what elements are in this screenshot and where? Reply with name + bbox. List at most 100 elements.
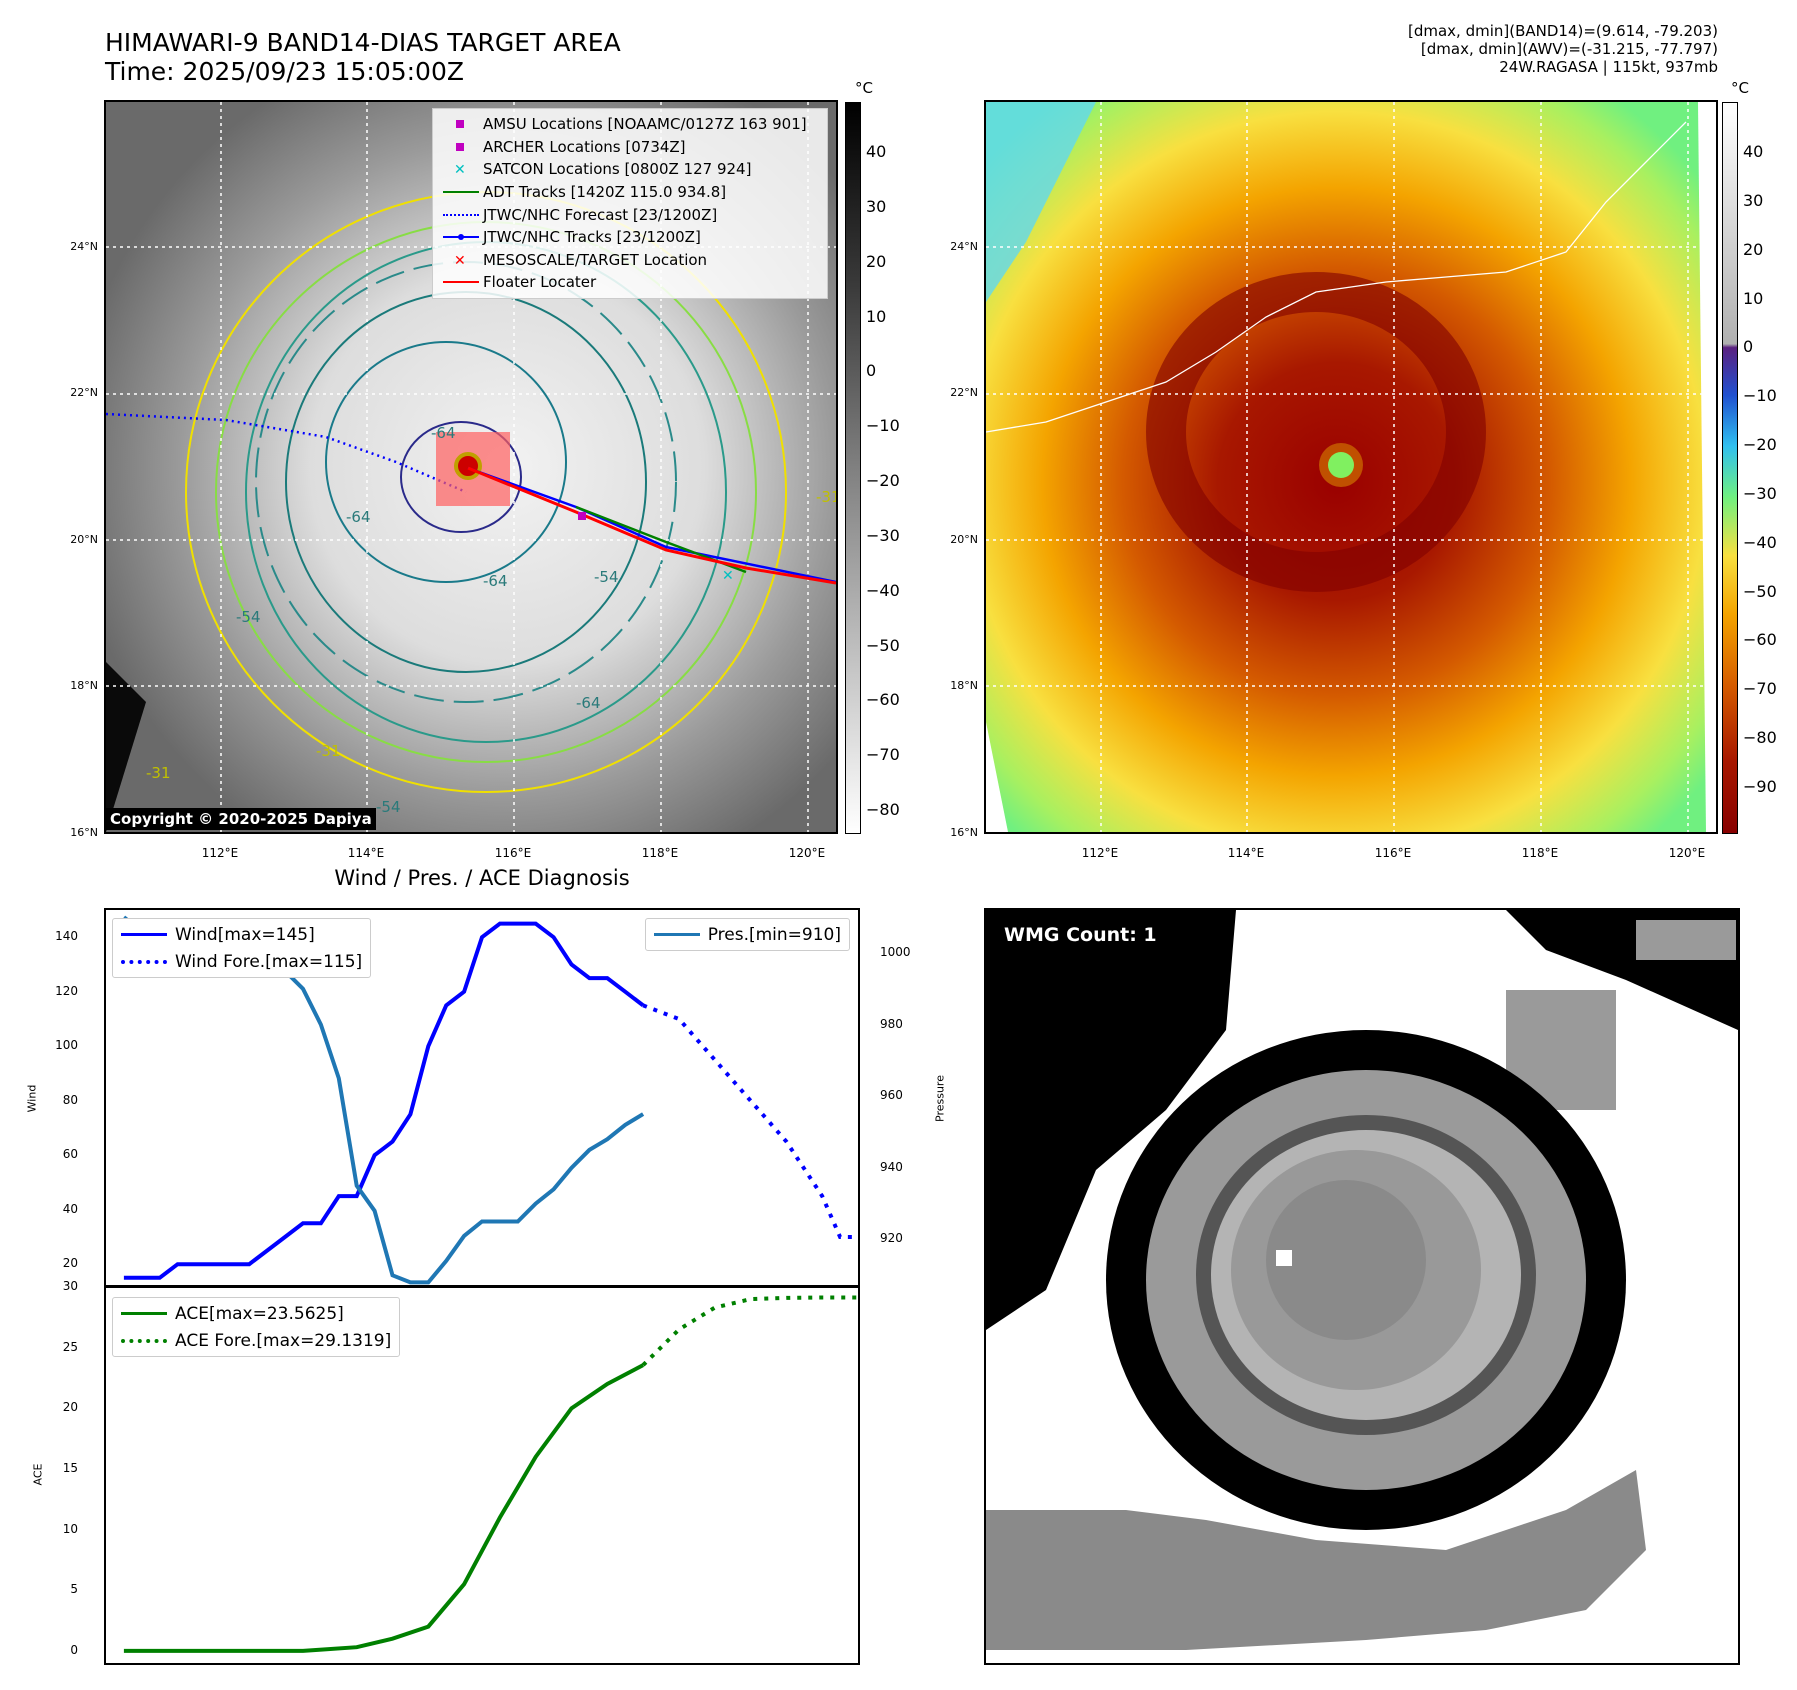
dotted-line-icon	[439, 204, 483, 226]
panel1-title: HIMAWARI-9 BAND14-DIAS TARGET AREA Time:…	[105, 28, 621, 86]
legend-label: Wind Fore.[max=115]	[175, 951, 363, 972]
contour-label: -64	[431, 424, 456, 442]
wind-tick-label: 120	[55, 983, 78, 998]
pressure-tick-label: 920	[880, 1231, 903, 1246]
chart-title: Wind / Pres. / ACE Diagnosis	[334, 866, 630, 890]
lat-label: 16°N	[950, 826, 978, 839]
legend-row-satcon: ✕ SATCON Locations [0800Z 127 924]	[439, 158, 821, 181]
pressure-legend: Pres.[min=910]	[644, 918, 850, 951]
legend-label: AMSU Locations [NOAAMC/0127Z 163 901]	[483, 115, 807, 134]
line-icon	[439, 181, 483, 203]
legend-label: Floater Locater	[483, 273, 597, 292]
info-line3: 24W.RAGASA | 115kt, 937mb	[1499, 58, 1718, 76]
wind-tick-label: 20	[62, 1256, 78, 1271]
line-icon	[121, 1312, 167, 1315]
legend-item-pressure: Pres.[min=910]	[653, 921, 841, 948]
pressure-tick-label: 1000	[880, 944, 911, 959]
wind-axis-label: Wind	[25, 1084, 39, 1113]
colorbar-tick-label: 0	[866, 361, 877, 381]
legend-row-archer: ARCHER Locations [0734Z]	[439, 136, 821, 159]
lat-label: 20°N	[950, 533, 978, 546]
legend-label: ADT Tracks [1420Z 115.0 934.8]	[483, 183, 727, 202]
lat-label: 18°N	[70, 679, 98, 692]
colorbar-tick-label: −40	[866, 580, 900, 600]
contour-label: -64	[483, 572, 508, 590]
legend-label: MESOSCALE/TARGET Location	[483, 250, 708, 269]
lon-label: 116°E	[1374, 846, 1412, 860]
colorbar-tick-label: 30	[866, 196, 887, 216]
series-line	[641, 1295, 858, 1367]
ace-tick-label: 5	[70, 1582, 78, 1597]
colorbar-tick-label: 40	[866, 142, 887, 161]
legend-label: JTWC/NHC Tracks [23/1200Z]	[483, 228, 701, 247]
colorbar2-unit: °C	[1731, 79, 1749, 97]
colorbar-tick-label: −70	[866, 745, 900, 765]
colorbar-tick-label: −30	[1743, 483, 1777, 503]
colorbar1-unit: °C	[855, 79, 873, 97]
square-marker-icon	[439, 113, 483, 135]
legend-label: JTWC/NHC Forecast [23/1200Z]	[483, 205, 718, 224]
legend-row-tracks: JTWC/NHC Tracks [23/1200Z]	[439, 226, 821, 249]
svg-text:✕: ✕	[722, 568, 734, 584]
wind-tick-label: 100	[55, 1038, 78, 1053]
ace-tick-label: 0	[70, 1642, 78, 1657]
legend-label: Pres.[min=910]	[707, 924, 841, 945]
legend-label: ARCHER Locations [0734Z]	[483, 137, 686, 156]
ace-svg	[123, 1295, 858, 1653]
colorbar-tick-label: −30	[866, 525, 900, 545]
colorbar-tick-label: −90	[1743, 777, 1777, 796]
wind-pressure-plot: Wind[max=145] Wind Fore.[max=115] Pres.[…	[104, 908, 860, 1288]
colorbar-tick-label: −20	[1743, 435, 1777, 455]
lat-label: 20°N	[70, 533, 98, 546]
contour-label: -31	[146, 764, 171, 782]
lon-label: 112°E	[201, 846, 239, 860]
lon-label: 112°E	[1081, 846, 1119, 860]
panel2-info: [dmax, dmin](BAND14)=(9.614, -79.203) [d…	[1200, 22, 1718, 76]
lon-label: 120°E	[1668, 846, 1706, 860]
lon-label: 120°E	[788, 846, 826, 860]
lat-label: 22°N	[950, 386, 978, 399]
square-marker-icon	[439, 136, 483, 158]
lat-label: 22°N	[70, 386, 98, 399]
colorbar-tick-label: −70	[1743, 679, 1777, 699]
colorbar-tick-label: −10	[1743, 386, 1777, 406]
legend-item-ace: ACE[max=23.5625]	[121, 1300, 391, 1327]
ace-tick-label: 30	[62, 1279, 78, 1293]
contour-label: -31	[816, 488, 836, 506]
wind-tick-label: 40	[62, 1201, 78, 1216]
ace-plot: ACE[max=23.5625] ACE Fore.[max=29.1319]	[104, 1285, 860, 1665]
info-line1: [dmax, dmin](BAND14)=(9.614, -79.203)	[1407, 22, 1718, 40]
colorbar-tick-label: −60	[866, 690, 900, 710]
lon-label: 114°E	[1227, 846, 1265, 860]
colorbar-tick-label: −40	[1743, 532, 1777, 552]
colorbar-tick-label: 20	[1743, 239, 1764, 259]
lon-label: 116°E	[494, 846, 532, 860]
series-line	[123, 921, 645, 1280]
ir-map: ✕ -64 -64 -54 -54 -64 -64 -31 -31 -31 -5…	[104, 100, 838, 834]
legend-label: ACE[max=23.5625]	[175, 1303, 344, 1324]
ace-tick-label: 20	[62, 1400, 78, 1415]
lat-label: 16°N	[70, 826, 98, 839]
colorbar-tick-label: −20	[866, 471, 900, 490]
wmg-image	[986, 910, 1738, 1663]
colorbar-tick-label: −50	[866, 635, 900, 655]
panel1-title-line2: Time: 2025/09/23 15:05:00Z	[105, 57, 464, 86]
colorbar-tick-label: 20	[866, 251, 887, 271]
colorbar-tick-label: 10	[866, 306, 887, 326]
legend-row-floater: Floater Locater	[439, 271, 821, 294]
lon-label: 114°E	[347, 846, 385, 860]
info-line2: [dmax, dmin](AWV)=(-31.215, -77.797)	[1420, 40, 1718, 58]
legend-label: SATCON Locations [0800Z 127 924]	[483, 160, 752, 179]
colorbar-tick-label: −80	[1743, 728, 1777, 748]
legend-item-ace-forecast: ACE Fore.[max=29.1319]	[121, 1327, 391, 1354]
color-map-image	[986, 102, 1716, 832]
colorbar-tick-label: 10	[1743, 288, 1764, 308]
contour-label: -31	[316, 742, 341, 760]
colorbar1	[845, 102, 861, 834]
panel1-title-line1: HIMAWARI-9 BAND14-DIAS TARGET AREA	[105, 28, 621, 57]
series-line	[642, 1003, 858, 1239]
dotted-line-icon	[121, 1338, 167, 1343]
lat-label: 24°N	[70, 240, 98, 253]
line-icon	[121, 933, 167, 936]
ace-legend: ACE[max=23.5625] ACE Fore.[max=29.1319]	[112, 1297, 401, 1357]
